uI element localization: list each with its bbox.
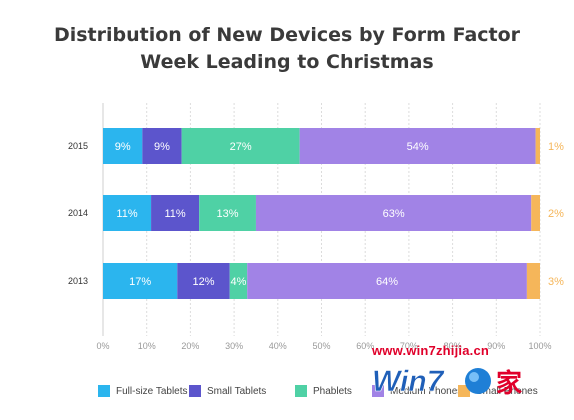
data-label: 17%: [129, 276, 151, 288]
bar-segment: [531, 195, 540, 231]
category-label: 2014: [68, 208, 88, 218]
data-label: 13%: [217, 208, 239, 220]
legend-swatch: [458, 385, 470, 397]
data-label: 63%: [383, 208, 405, 220]
y-axis-categories: 2015 2014 2013: [68, 141, 88, 286]
x-tick-label: 0%: [96, 341, 109, 351]
legend-item: Full-size Tablets: [98, 381, 188, 401]
data-label: 54%: [407, 141, 429, 153]
category-label: 2015: [68, 141, 88, 151]
x-tick-label: 10%: [138, 341, 156, 351]
legend-swatch: [295, 385, 307, 397]
bar-segment: [103, 263, 178, 299]
data-label: 11%: [116, 208, 137, 220]
legend-item: Small Tablets: [189, 381, 266, 401]
data-label: 4%: [231, 276, 247, 288]
x-tick-label: 70%: [400, 341, 418, 351]
legend-item: Phablets: [295, 381, 352, 401]
bar-segment: [199, 195, 256, 231]
watermark-logo: Win7 家: [372, 365, 522, 399]
legend-swatch: [372, 385, 384, 397]
x-tick-label: 50%: [312, 341, 330, 351]
x-tick-label: 30%: [225, 341, 243, 351]
category-label: 2013: [68, 276, 88, 286]
data-label: 11%: [165, 208, 186, 220]
watermark-logo-orb: [465, 368, 491, 394]
x-tick-label: 20%: [181, 341, 199, 351]
chart-title-line-1: Distribution of New Devices by Form Fact…: [53, 24, 521, 46]
bar-segment: [229, 263, 248, 299]
watermark-logo-text: Win7: [372, 365, 445, 398]
legend-swatch: [98, 385, 110, 397]
data-label: 1%: [548, 141, 564, 153]
bar-segment: [103, 195, 152, 231]
bar-segment: [247, 263, 527, 299]
data-label: 3%: [548, 276, 564, 288]
watermark-logo-orb-shine: [469, 372, 479, 382]
data-label: 64%: [376, 276, 398, 288]
legend: Full-size Tablets Small Tablets Phablets Me…: [0, 381, 574, 401]
legend-item: Medium Phones: [372, 381, 462, 401]
watermark-logo-char: 家: [496, 368, 522, 399]
bar-segment: [181, 128, 300, 164]
bar-segment: [299, 128, 536, 164]
bar-segment: [255, 195, 532, 231]
bar-segment: [177, 263, 230, 299]
x-tick-label: 60%: [356, 341, 374, 351]
x-tick-label: 40%: [269, 341, 287, 351]
bar-segment: [535, 128, 540, 164]
legend-label: Full-size Tablets: [116, 385, 188, 397]
x-axis-ticks: 0% 10% 20% 30% 40% 50% 60% 70% 80% 90% 100%: [96, 341, 551, 351]
legend-swatch: [189, 385, 201, 397]
legend-label: Small Tablets: [207, 385, 267, 397]
data-label: 12%: [192, 276, 214, 288]
chart-title: Distribution of New Devices by Form Fact…: [0, 22, 574, 76]
watermark: www.win7zhijia.cn Win7 家: [366, 343, 566, 403]
x-tick-label: 90%: [487, 341, 505, 351]
data-label: 2%: [548, 208, 564, 220]
chart-title-line-2: Week Leading to Christmas: [140, 51, 434, 73]
data-label: 27%: [230, 141, 252, 153]
x-tick-label: 80%: [444, 341, 462, 351]
bar-segment: [103, 128, 143, 164]
data-label: 9%: [154, 141, 170, 153]
legend-label: Phablets: [313, 385, 352, 397]
bars: 9% 9% 27% 54% 1% 11% 11% 13% 63% 2% 17% 12% 4% 64% 3%: [103, 128, 564, 299]
bar-segment: [142, 128, 182, 164]
watermark-url: www.win7zhijia.cn: [372, 343, 490, 358]
data-label: 9%: [115, 141, 131, 153]
legend-label: Medium Phones: [390, 385, 463, 397]
legend-label: Small Phones: [476, 385, 538, 397]
legend-item: Small Phones: [458, 381, 538, 401]
x-tick-label: 100%: [528, 341, 551, 351]
bar-segment: [151, 195, 200, 231]
bar-segment: [526, 263, 540, 299]
